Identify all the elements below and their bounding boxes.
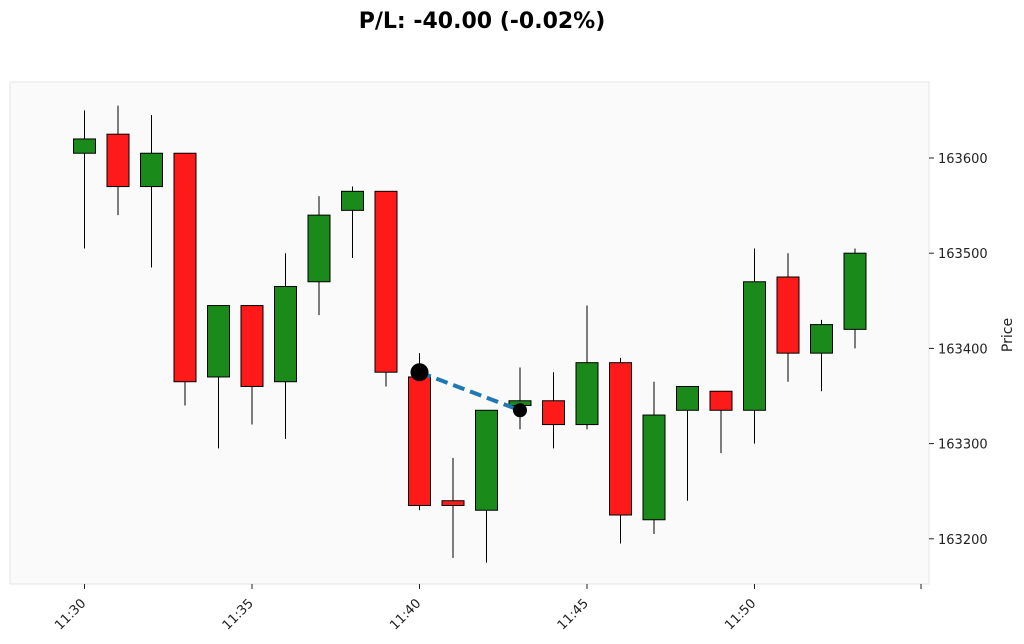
candle [73,110,96,249]
candle [575,305,599,430]
candle [240,305,264,425]
candle-body-down [441,500,465,506]
candle-body-up [743,281,766,411]
x-tick-label: 11:40 [387,596,424,633]
candle [307,196,331,316]
candle-body-up [207,305,230,378]
candle-body-up [341,190,364,211]
y-axis: 163200 163300 163400 163500 163600 [929,152,988,548]
exit-marker [513,403,527,418]
candle [207,305,230,449]
candle-body-down [776,276,800,354]
candle [743,248,766,444]
x-tick-label: 11:45 [555,596,592,633]
candle [341,186,364,258]
candle [274,253,297,439]
candle-body-up [140,152,163,188]
plot-area [9,81,930,585]
candle [843,248,867,349]
candle-body-up [475,409,498,511]
candle [106,105,130,216]
candle-body-down [374,190,398,373]
candle-body-up [307,214,331,283]
candle-body-down [173,152,197,383]
candle [642,381,666,535]
candle [709,390,733,454]
candle-body-down [709,390,733,411]
candle-body-up [575,362,599,426]
y-tick-label: 163600 [938,152,988,167]
x-tick-label: 11:50 [722,596,759,633]
x-tick-label: 11:35 [220,596,257,633]
candle-body-down [106,133,130,188]
candle [542,372,565,449]
candle [140,115,163,268]
candle-body-up [810,324,833,354]
entry-marker [410,363,429,382]
candle-body-down [408,376,431,506]
candle-body-up [73,138,96,154]
chart-title: P/L: -40.00 (-0.02%) [359,9,606,34]
candle [776,253,800,382]
x-axis: 11:30 11:35 11:40 11:45 11:50 [52,584,922,633]
candle-body-up [274,286,297,383]
candle-body-up [843,252,867,330]
trade-group [410,363,527,418]
candles-group [73,105,867,563]
y-tick-label: 163200 [938,533,988,548]
candle-body-up [642,414,666,521]
y-axis-label: Price [1000,318,1016,352]
candle [475,409,498,563]
candle [810,319,833,392]
y-tick-label: 163500 [938,247,988,262]
candle-body-down [542,400,565,426]
y-tick-label: 163400 [938,342,988,357]
candle-body-down [240,305,264,387]
candle [609,357,632,544]
x-tick-label: 11:30 [52,596,89,633]
candle [173,152,197,406]
candle [374,190,398,387]
candle [676,385,699,501]
candle [441,457,465,558]
y-tick-label: 163300 [938,438,988,453]
candle-body-down [609,362,632,516]
candle-body-up [676,385,699,411]
